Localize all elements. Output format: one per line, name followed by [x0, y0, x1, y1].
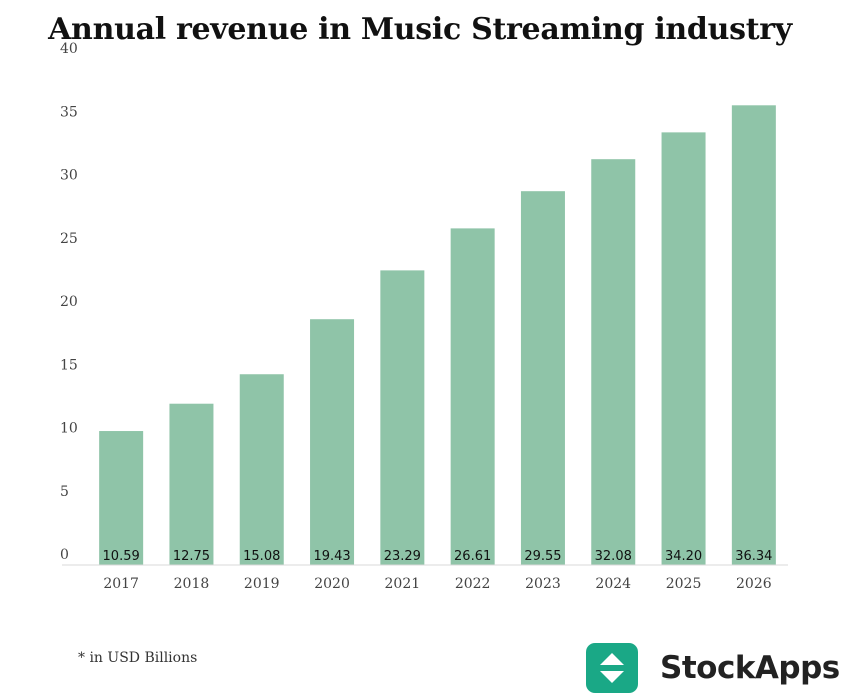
bars: 10.59 12.75 15.08 19.43 23.29 26.61 29.55 32.08… [99, 105, 776, 566]
data-label: 12.75 [173, 549, 210, 564]
y-tick-label: 35 [60, 104, 78, 120]
bar [169, 403, 214, 565]
data-label: 26.61 [454, 549, 491, 564]
brand-name: StockApps [660, 650, 840, 686]
up-down-arrows-icon [586, 643, 638, 693]
bar [380, 270, 425, 565]
y-tick-label: 25 [60, 231, 78, 247]
bar [731, 105, 776, 565]
bar [239, 374, 284, 565]
data-label: 19.43 [313, 549, 350, 564]
data-label: 29.55 [524, 549, 561, 564]
bar [450, 228, 495, 566]
data-label: 10.59 [103, 549, 140, 564]
y-tick-label: 30 [60, 168, 78, 184]
x-tick-label: 2020 [314, 576, 350, 592]
y-tick-label: 0 [60, 547, 69, 563]
x-axis: 2017 2018 2019 2020 2021 2022 2023 2024 2025 2026 [103, 576, 771, 592]
y-tick-label: 20 [60, 294, 78, 310]
x-tick-label: 2017 [103, 576, 139, 592]
data-label: 32.08 [595, 549, 632, 564]
x-tick-label: 2026 [736, 576, 772, 592]
y-tick-label: 10 [60, 421, 78, 437]
x-tick-label: 2024 [595, 576, 631, 592]
x-tick-label: 2018 [174, 576, 210, 592]
bar [591, 159, 636, 566]
data-label: 34.20 [665, 549, 702, 564]
y-tick-label: 40 [60, 41, 78, 57]
data-label: 36.34 [735, 549, 772, 564]
data-label: 15.08 [243, 549, 280, 564]
y-axis: 0 5 10 15 20 25 30 35 40 [60, 41, 78, 563]
x-tick-label: 2025 [666, 576, 702, 592]
footnote: * in USD Billions [78, 650, 198, 666]
bar [310, 319, 355, 565]
x-tick-label: 2019 [244, 576, 280, 592]
x-tick-label: 2022 [455, 576, 491, 592]
brand: StockApps [586, 643, 840, 693]
bar [99, 431, 144, 565]
x-tick-label: 2023 [525, 576, 561, 592]
x-tick-label: 2021 [385, 576, 421, 592]
y-tick-label: 15 [60, 357, 78, 373]
chart-title: Annual revenue in Music Streaming indust… [48, 12, 792, 47]
bar [661, 132, 706, 565]
data-label: 23.29 [384, 549, 421, 564]
y-tick-label: 5 [60, 484, 69, 500]
bar [520, 191, 565, 565]
